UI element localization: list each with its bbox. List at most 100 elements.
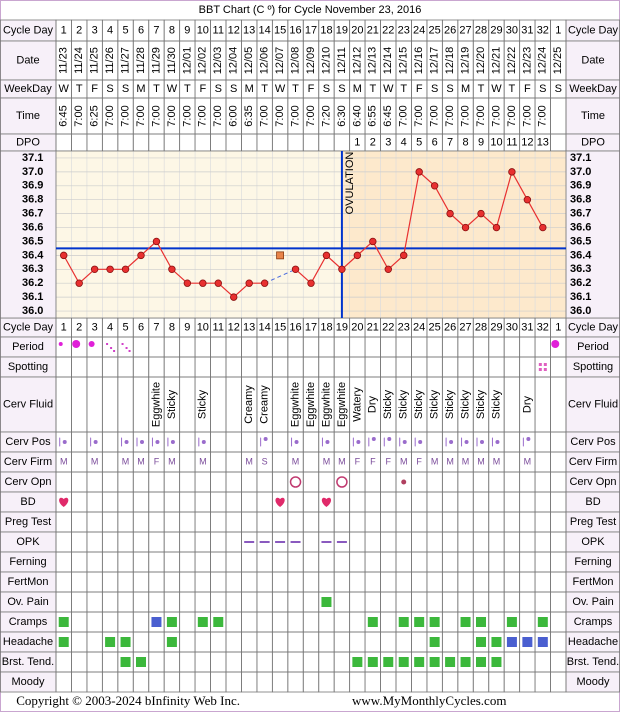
cervix-position-dot (418, 440, 423, 444)
cell-text: M (136, 83, 145, 95)
cell-text: 7 (153, 24, 159, 36)
firm-text: M (462, 456, 470, 466)
cell-text: 7:00 (274, 105, 286, 126)
symptom-square (506, 617, 517, 627)
cell-text: 3 (385, 136, 391, 148)
fluid-text: Eggwhite (289, 382, 301, 427)
cell-text: F (199, 83, 206, 95)
row-label: Cerv Pos (570, 436, 616, 448)
temperature-point (168, 265, 176, 273)
cervix-position-dot (201, 440, 206, 444)
row-label: Date (16, 54, 39, 66)
symptom-square (120, 657, 131, 667)
cell-text: 6:40 (351, 105, 363, 126)
fluid-text: Eggwhite (150, 382, 162, 427)
row-label: Period (577, 341, 609, 353)
row-label: FertMon (573, 576, 614, 588)
firm-text: M (292, 456, 300, 466)
cell-text: T (153, 83, 160, 95)
label-cell (565, 40, 620, 81)
row-label: WeekDay (569, 83, 617, 95)
cell-text: 12/04 (228, 47, 240, 75)
cell-text: 7 (447, 136, 453, 148)
cell-text: T (369, 83, 376, 95)
ovulation-label: OVULATION (344, 152, 356, 215)
cervix-position-dot (480, 440, 484, 444)
cervix-position-dot (464, 440, 469, 444)
cell-text: 5 (416, 136, 422, 148)
cell-text: 7:00 (459, 105, 471, 126)
cell-text: 12/08 (289, 47, 301, 75)
cell-text: 1 (61, 24, 67, 36)
firm-text: M (524, 456, 532, 466)
row-label: Date (581, 54, 604, 66)
symptom-square (537, 637, 548, 647)
y-tick-label: 36.8 (22, 194, 43, 206)
cell-text: W (59, 83, 70, 95)
y-tick-label: 36.3 (22, 263, 43, 275)
cell-text: 12/07 (274, 47, 286, 75)
row-label: Time (16, 110, 40, 122)
symptom-square (58, 637, 69, 647)
symptom-square (429, 617, 440, 627)
cell-text: 13 (537, 136, 549, 148)
cell-text: 7:00 (521, 105, 533, 126)
cell-text: 3 (92, 321, 98, 333)
row-label: Period (12, 341, 44, 353)
firm-text: F (386, 456, 392, 466)
cell-text: 31 (521, 24, 533, 36)
cell-text: 11/24 (73, 47, 85, 74)
cell-text: 6:00 (228, 105, 240, 126)
cell-text: S (555, 83, 562, 95)
firm-text: M (446, 456, 454, 466)
cervix-position-dot (62, 440, 67, 444)
cervix-position-dot (449, 440, 454, 444)
cell-text: W (491, 83, 502, 95)
row-label: Cerv Firm (569, 456, 617, 468)
fluid-text: Eggwhite (336, 382, 348, 427)
symptom-square (213, 617, 224, 627)
cell-text: S (122, 83, 129, 95)
cell-text: 11/28 (135, 47, 147, 74)
temperature-point (291, 265, 300, 273)
cell-text: 12/10 (320, 47, 332, 75)
row-label: Cramps (574, 616, 613, 628)
cell-text: 7 (153, 321, 159, 333)
cell-text: 11 (506, 136, 517, 148)
cell-text: 7:00 (259, 105, 271, 126)
firm-text: F (370, 456, 376, 466)
cell-text: 7:00 (289, 105, 301, 126)
cell-text: 12/18 (444, 47, 456, 75)
period-dot (551, 340, 560, 348)
cell-text: 12/22 (506, 47, 518, 75)
cell-text: 8 (169, 321, 175, 333)
cell-text: 7:00 (197, 105, 209, 126)
cell-text: 1 (555, 24, 561, 36)
cell-text: 30 (506, 24, 518, 36)
cell-text: 12/13 (367, 47, 379, 75)
y-tick-label: 36.0 (22, 305, 43, 317)
period-spot (106, 343, 116, 352)
temperature-point (245, 279, 253, 287)
row-label: BD (585, 496, 600, 508)
temperature-point (415, 168, 423, 176)
cell-text: 18 (320, 321, 332, 333)
copyright: Copyright © 2003-2024 bInfinity Web Inc. (16, 693, 240, 708)
symptom-square (105, 637, 116, 647)
cell-text: T (292, 83, 299, 95)
symptom-square (151, 617, 162, 627)
symptom-square (476, 637, 486, 647)
heart (59, 497, 69, 507)
cell-text: 9 (478, 136, 484, 148)
title: BBT Chart (C º) for Cycle November 23, 2… (199, 4, 422, 16)
row-label: Moody (11, 676, 45, 688)
cell-text: 7:00 (73, 105, 85, 126)
firm-text: M (431, 456, 439, 466)
row-label: DPO (16, 136, 40, 148)
row-label: Moody (576, 676, 610, 688)
cervix-position-dot (155, 440, 160, 444)
y-tick-label: 36.5 (22, 235, 43, 247)
period-dot (72, 340, 81, 348)
cell-text: 7:00 (104, 105, 116, 126)
